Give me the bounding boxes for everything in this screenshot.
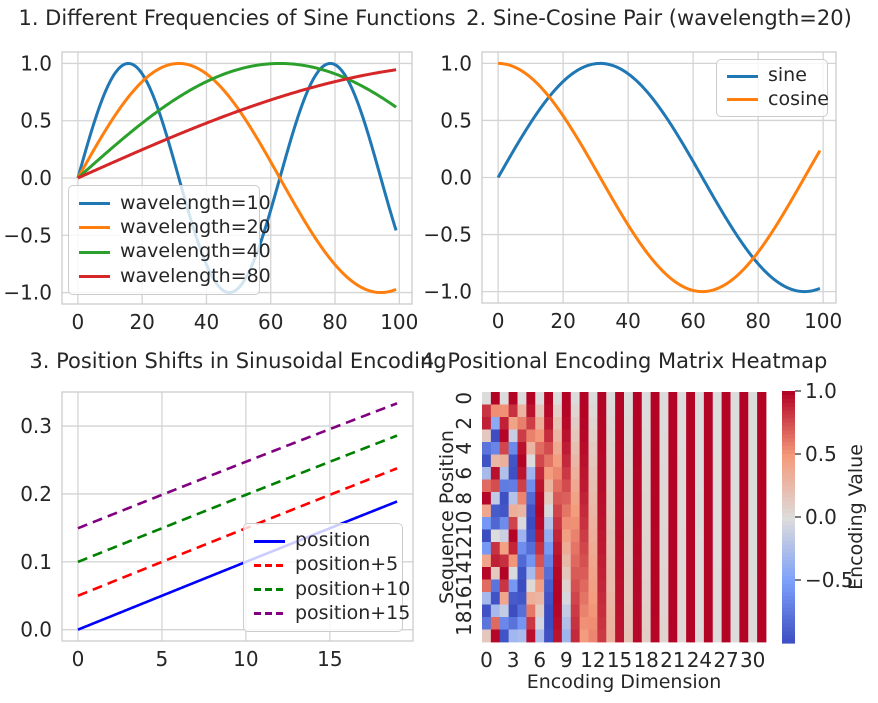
svg-text:20: 20 [129, 310, 154, 334]
heatmap-y-axis-label: Sequence Position [436, 430, 458, 604]
svg-text:−0.5: −0.5 [3, 223, 52, 247]
svg-text:3: 3 [507, 648, 520, 672]
svg-text:60: 60 [680, 309, 705, 333]
subplot1-legend: wavelength=10 wavelength=20 wavelength=4… [68, 185, 271, 295]
legend-line-swatch [79, 250, 110, 254]
legend-item: wavelength=10 [79, 192, 271, 215]
legend-item: wavelength=80 [79, 265, 271, 288]
legend-item: position+10 [254, 578, 410, 601]
legend-line-swatch [79, 275, 110, 279]
svg-text:100: 100 [380, 310, 418, 334]
svg-text:1.0: 1.0 [440, 51, 472, 75]
svg-text:60: 60 [258, 310, 283, 334]
svg-text:5: 5 [156, 647, 169, 671]
legend-label: wavelength=40 [120, 240, 271, 263]
legend-line-swatch [79, 201, 110, 205]
svg-text:80: 80 [322, 310, 347, 334]
legend-item: position+5 [254, 554, 398, 576]
svg-text:12: 12 [580, 648, 605, 672]
svg-text:0: 0 [72, 647, 85, 671]
svg-text:14: 14 [452, 561, 476, 586]
svg-text:80: 80 [745, 309, 770, 333]
legend-line-swatch [79, 226, 110, 230]
legend-line-swatch [254, 612, 285, 616]
svg-text:12: 12 [452, 536, 476, 561]
legend-label: sine [768, 64, 807, 87]
subplot1-title: 1. Different Frequencies of Sine Functio… [18, 6, 456, 30]
svg-text:10: 10 [233, 647, 258, 671]
svg-text:−0.5: −0.5 [805, 568, 854, 592]
svg-text:0: 0 [492, 309, 505, 333]
svg-text:0: 0 [72, 310, 85, 334]
legend-item: sine [727, 65, 817, 87]
subplot3-legend: position position+5 position+10 position… [243, 523, 410, 632]
svg-text:1.0: 1.0 [20, 51, 52, 75]
svg-text:0.0: 0.0 [20, 618, 52, 642]
svg-text:0.2: 0.2 [20, 482, 52, 506]
svg-text:−1.0: −1.0 [423, 280, 472, 304]
svg-text:15: 15 [607, 648, 632, 672]
svg-text:0.1: 0.1 [20, 550, 52, 574]
svg-text:8: 8 [452, 492, 476, 505]
svg-text:0: 0 [452, 392, 476, 405]
legend-line-swatch [254, 563, 285, 567]
svg-text:18: 18 [633, 648, 658, 672]
svg-text:9: 9 [560, 648, 573, 672]
subplot2-legend: sine cosine [716, 59, 829, 117]
legend-item: wavelength=20 [79, 216, 271, 239]
legend-label: position+10 [295, 577, 411, 600]
legend-line-swatch [727, 74, 758, 78]
legend-label: cosine [768, 87, 829, 110]
svg-text:0.3: 0.3 [20, 414, 52, 438]
svg-text:4: 4 [452, 442, 476, 455]
svg-text:−1.0: −1.0 [3, 281, 52, 305]
legend-line-swatch [254, 539, 285, 543]
legend-label: wavelength=80 [120, 264, 271, 287]
legend-line-swatch [727, 98, 758, 102]
legend-line-swatch [254, 588, 285, 592]
svg-text:6: 6 [533, 648, 546, 672]
svg-text:15: 15 [317, 647, 342, 671]
svg-text:27: 27 [713, 648, 738, 672]
svg-text:6: 6 [452, 467, 476, 480]
svg-text:100: 100 [804, 309, 842, 333]
legend-label: position+15 [295, 601, 411, 624]
legend-label: position [295, 529, 371, 552]
legend-label: position+5 [295, 553, 399, 576]
svg-text:18: 18 [452, 611, 476, 636]
svg-text:0.0: 0.0 [440, 166, 472, 190]
legend-item: cosine [727, 88, 829, 111]
colorbar-label: Encoding Value [845, 444, 867, 590]
legend-item: wavelength=40 [79, 240, 271, 263]
legend-label: wavelength=10 [120, 191, 271, 214]
svg-text:21: 21 [660, 648, 685, 672]
svg-text:1.0: 1.0 [805, 379, 837, 403]
svg-text:16: 16 [452, 586, 476, 611]
svg-text:40: 40 [615, 309, 640, 333]
svg-text:10: 10 [452, 511, 476, 536]
svg-text:0.5: 0.5 [805, 442, 837, 466]
svg-text:30: 30 [740, 648, 765, 672]
svg-text:40: 40 [194, 310, 219, 334]
svg-text:20: 20 [550, 309, 575, 333]
legend-item: position [254, 529, 392, 552]
subplot4-title: 4. Positional Encoding Matrix Heatmap [420, 349, 828, 373]
svg-text:0.0: 0.0 [805, 505, 837, 529]
svg-text:0.0: 0.0 [20, 166, 52, 190]
svg-text:2: 2 [452, 417, 476, 430]
subplot3-title: 3. Position Shifts in Sinusoidal Encodin… [29, 349, 447, 373]
svg-text:−0.5: −0.5 [423, 223, 472, 247]
heatmap-x-axis-label: Encoding Dimension [526, 671, 722, 693]
subplot2-title: 2. Sine-Cosine Pair (wavelength=20) [466, 6, 852, 30]
svg-text:0.5: 0.5 [20, 109, 52, 133]
legend-label: wavelength=20 [120, 215, 271, 238]
svg-text:0: 0 [480, 648, 493, 672]
svg-text:0.5: 0.5 [440, 108, 472, 132]
legend-item: position+15 [254, 602, 410, 625]
svg-text:24: 24 [687, 648, 712, 672]
